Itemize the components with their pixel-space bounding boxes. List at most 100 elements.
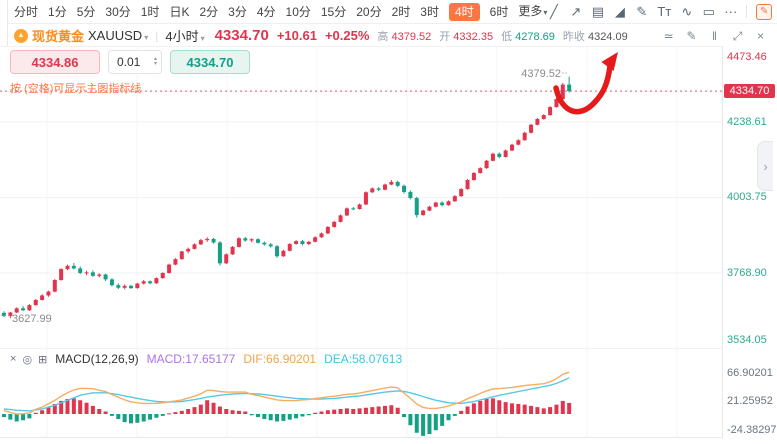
timeframe-item[interactable]: 1分: [48, 4, 67, 20]
candle-body: [154, 278, 158, 283]
macd-hist-bar: [161, 414, 165, 416]
macd-hist-bar: [262, 414, 266, 419]
macd-hist-bar: [148, 414, 152, 420]
candle-body: [262, 243, 266, 245]
macd-hist-bar: [396, 408, 400, 414]
fullscreen-icon[interactable]: ⤢: [731, 28, 744, 44]
macd-hist-bar: [212, 403, 216, 414]
indicator-settings-icon[interactable]: ◎: [22, 353, 32, 366]
candle-body: [91, 272, 95, 276]
candle-body: [53, 280, 57, 292]
timeframe-item[interactable]: 5分: [77, 4, 96, 20]
stepper-arrows[interactable]: ▴▾: [154, 57, 157, 67]
macd-hist-bar: [326, 410, 330, 414]
macd-hist-bar: [561, 401, 565, 414]
ray-arrow-icon[interactable]: ↗: [569, 4, 582, 20]
timeframe-item[interactable]: 3时: [420, 4, 439, 20]
timeframe-item[interactable]: 30分: [105, 4, 130, 20]
macd-hist-bar: [173, 412, 177, 414]
candle-body: [212, 239, 216, 243]
timeframe-item[interactable]: 1时: [141, 4, 160, 20]
wave-tool-icon[interactable]: ∿: [680, 4, 693, 20]
collapse-panel-tab[interactable]: ›: [757, 141, 773, 191]
timeframe-toolbar: 分时1分5分30分1时日K2分3分4分10分15分20分2时3时4时6时更多▾ …: [8, 0, 777, 24]
macd-value: MACD:17.65177: [147, 352, 236, 366]
timeframe-item[interactable]: 2分: [199, 4, 218, 20]
trend-line-icon[interactable]: ╱: [547, 4, 560, 20]
macd-hist-bar: [529, 406, 533, 414]
text-tool-icon[interactable]: Tт: [657, 4, 671, 20]
interval-dropdown[interactable]: 4小时▾: [165, 26, 204, 45]
more-menu[interactable]: 更多▾: [518, 3, 547, 21]
candle-body: [478, 168, 482, 173]
macd-hist-bar: [510, 403, 514, 414]
high-stat: 高 4379.52: [377, 28, 431, 44]
macd-icons: × ◎ ⊞: [10, 353, 47, 366]
timeframe-item[interactable]: 4时: [449, 3, 480, 21]
expand-indicator-icon[interactable]: ⊞: [38, 353, 47, 366]
symbol-code-dropdown[interactable]: XAUUSD▾: [88, 28, 148, 43]
macd-hist-bar: [478, 401, 482, 414]
brush-icon[interactable]: ✎: [635, 4, 648, 20]
edit-drawing-icon[interactable]: ✎: [756, 4, 772, 20]
more-tools-icon[interactable]: ···: [724, 4, 737, 20]
macd-hist-bar: [2, 414, 6, 417]
timeframe-item[interactable]: 2时: [392, 4, 411, 20]
candle-body: [504, 150, 508, 156]
chevron-down-icon: ▾: [144, 33, 148, 42]
candle-body: [142, 281, 146, 283]
indicator-compare-icon[interactable]: ≃: [662, 28, 675, 44]
candle-body: [66, 266, 70, 269]
candle-body: [256, 239, 260, 243]
macd-hist-bar: [237, 411, 241, 414]
step-value: 0.01: [117, 55, 140, 69]
macd-hist-bar: [542, 408, 546, 414]
candle-body: [116, 285, 120, 288]
candle-body: [97, 275, 101, 276]
timeframe-item[interactable]: 日K: [169, 4, 189, 20]
candle-body: [358, 204, 362, 209]
candle-body: [421, 211, 425, 216]
macd-hist-bar: [320, 412, 324, 415]
close-chart-icon[interactable]: ×: [754, 28, 767, 44]
macd-hist-bar: [21, 414, 25, 420]
close-indicator-icon[interactable]: ×: [10, 353, 16, 365]
dif-value: DIF:66.90201: [243, 352, 316, 366]
candle-body: [218, 242, 222, 263]
candle-body: [110, 279, 114, 285]
macd-hist-bar: [205, 400, 209, 414]
candle-body: [459, 189, 463, 196]
macd-hist-bar: [104, 412, 108, 415]
candle-body: [104, 275, 108, 280]
candle-body: [173, 259, 177, 264]
toolbar-divider: [746, 5, 747, 18]
macd-axis-label: -24.38297: [727, 424, 777, 436]
rect-tool-icon[interactable]: ▭: [702, 4, 715, 20]
timeframe-item[interactable]: 20分: [356, 4, 381, 20]
macd-hist-bar: [523, 405, 527, 414]
macd-hist-bar: [97, 409, 101, 414]
timeframe-item[interactable]: 4分: [257, 4, 276, 20]
macd-hist-bar: [472, 403, 476, 414]
ruler-icon[interactable]: ▤: [591, 4, 604, 20]
macd-hist-bar: [281, 414, 285, 421]
candle-body: [415, 198, 419, 215]
timeframe-item[interactable]: 6时: [490, 4, 509, 20]
candle-body: [34, 300, 38, 305]
draw-mode-icon[interactable]: ✎: [685, 28, 698, 44]
candle-body: [332, 222, 336, 227]
candle-body: [269, 244, 273, 246]
timeframe-item[interactable]: 3分: [228, 4, 247, 20]
timeframe-item[interactable]: 分时: [14, 4, 38, 20]
sell-price-button[interactable]: 4334.86: [10, 50, 100, 74]
macd-hist-bar: [154, 414, 158, 418]
timeframe-item[interactable]: 15分: [321, 4, 346, 20]
macd-hist-bar: [567, 403, 571, 414]
gann-fan-icon[interactable]: ◢: [613, 4, 626, 20]
trade-panel: 4334.86 0.01 ▴▾ 4334.70: [10, 50, 250, 74]
candle-style-icon[interactable]: ‖: [708, 28, 721, 44]
quantity-stepper[interactable]: 0.01 ▴▾: [108, 50, 162, 74]
timeframe-item[interactable]: 10分: [286, 4, 311, 20]
stepper-down-icon[interactable]: ▾: [154, 62, 157, 67]
buy-price-button[interactable]: 4334.70: [170, 50, 250, 74]
